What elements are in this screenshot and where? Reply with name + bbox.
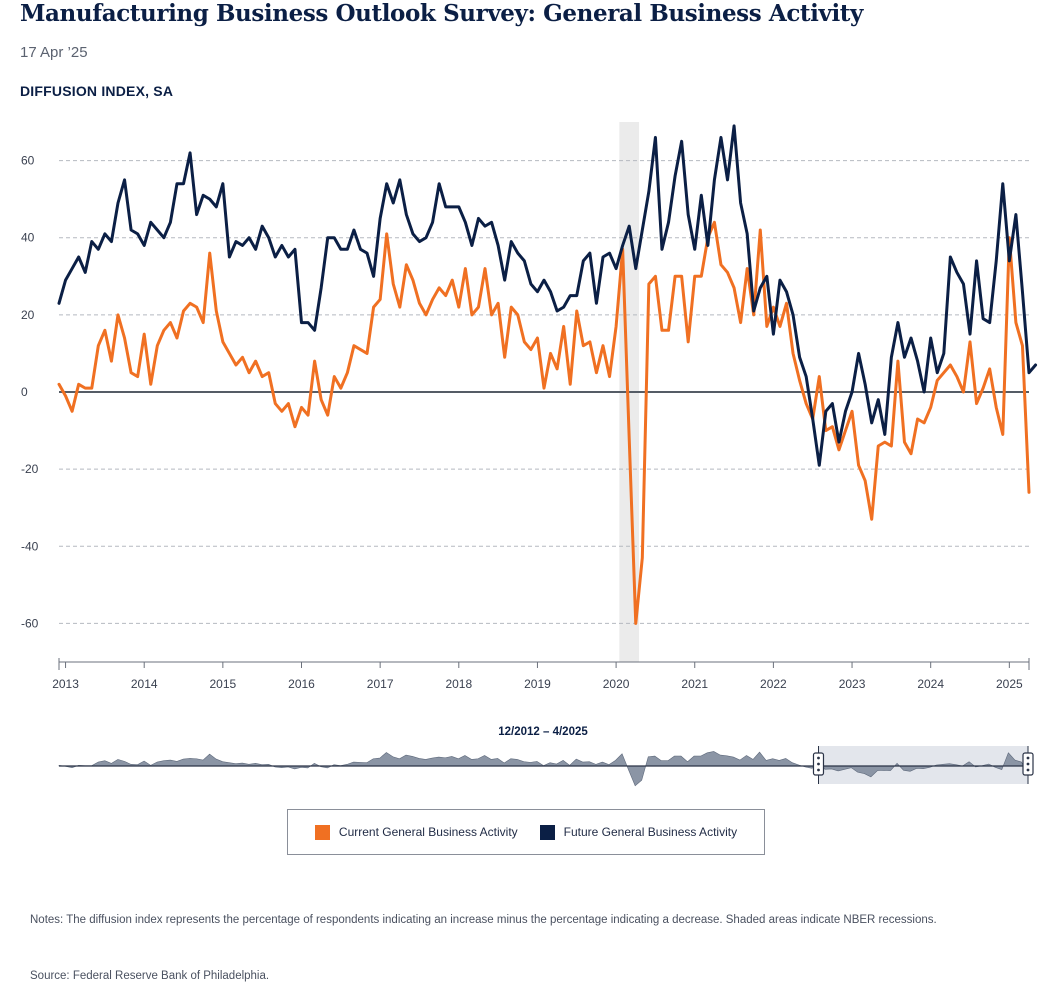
gridlines <box>59 160 1029 624</box>
series-lines <box>57 124 1038 625</box>
navigator-range-label: 12/2012 – 4/2025 <box>498 726 588 738</box>
navigator-left-handle[interactable] <box>812 746 825 784</box>
x-tick-label-2025: 2025 <box>996 677 1023 691</box>
y-tick-label-60: 60 <box>21 154 35 168</box>
y-tick-label--20: -20 <box>21 462 39 476</box>
y-tick-label-40: 40 <box>21 231 35 245</box>
chart-title: Manufacturing Business Outlook Survey: G… <box>20 0 863 27</box>
range-navigator[interactable]: 12/2012 – 4/2025 <box>0 720 1054 790</box>
handle-dot-1 <box>817 762 820 766</box>
handle-dot-2 <box>1026 768 1030 772</box>
x-tick-label-2019: 2019 <box>524 677 551 691</box>
legend-item-future[interactable]: Future General Business Activity <box>539 824 738 840</box>
x-tick-label-2022: 2022 <box>760 677 787 691</box>
x-tick-label-2015: 2015 <box>209 677 236 691</box>
navigator-selected-window[interactable] <box>818 746 1028 784</box>
legend: Current General Business Activity Future… <box>287 809 765 855</box>
publish-date: 17 Apr ’25 <box>20 44 88 61</box>
navigator-area <box>58 751 1029 787</box>
y-axis-ticks: 60 40 20 0 -20 -40 -60 <box>21 154 39 631</box>
future-series-line <box>57 124 1038 467</box>
legend-item-current[interactable]: Current General Business Activity <box>314 824 518 840</box>
chart-source: Source: Federal Reserve Bank of Philadel… <box>30 970 270 982</box>
legend-label-future: Future General Business Activity <box>563 825 738 839</box>
y-tick-label--60: -60 <box>21 616 39 630</box>
y-tick-label--40: -40 <box>21 539 39 553</box>
x-tick-label-2013: 2013 <box>52 677 79 691</box>
current-series-line <box>57 220 1031 625</box>
handle-dot-2 <box>817 768 820 772</box>
future-series-swatch <box>539 824 555 840</box>
current-series-swatch <box>314 824 330 840</box>
x-tick-label-2016: 2016 <box>288 677 315 691</box>
handle-dot-0 <box>1026 756 1030 760</box>
navigator-right-handle[interactable] <box>1022 746 1034 784</box>
x-tick-label-2017: 2017 <box>367 677 394 691</box>
y-tick-label-0: 0 <box>21 385 28 399</box>
x-tick-label-2024: 2024 <box>917 677 944 691</box>
x-tick-label-2018: 2018 <box>445 677 472 691</box>
units-label: DIFFUSION INDEX, SA <box>20 83 174 99</box>
x-tick-label-2023: 2023 <box>839 677 866 691</box>
x-tick-label-2020: 2020 <box>603 677 630 691</box>
handle-dot-0 <box>817 756 820 760</box>
chart-notes: Notes: The diffusion index represents th… <box>30 914 937 926</box>
x-axis: 2013 2014 2015 2016 2017 2018 2019 2020 2021 2022… <box>52 658 1030 691</box>
handle-dot-1 <box>1026 762 1030 766</box>
legend-label-current: Current General Business Activity <box>338 825 518 839</box>
y-tick-label-20: 20 <box>21 308 35 322</box>
x-tick-label-2021: 2021 <box>681 677 708 691</box>
x-tick-label-2014: 2014 <box>131 677 158 691</box>
